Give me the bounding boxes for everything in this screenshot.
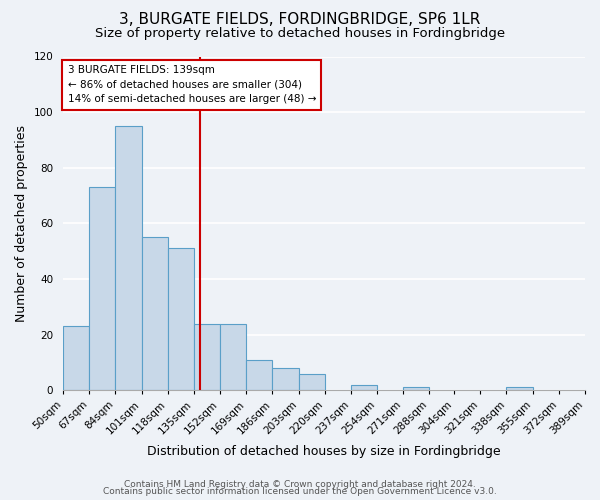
Bar — [272, 368, 299, 390]
Text: Contains public sector information licensed under the Open Government Licence v3: Contains public sector information licen… — [103, 487, 497, 496]
X-axis label: Distribution of detached houses by size in Fordingbridge: Distribution of detached houses by size … — [147, 444, 501, 458]
Text: Contains HM Land Registry data © Crown copyright and database right 2024.: Contains HM Land Registry data © Crown c… — [124, 480, 476, 489]
Bar — [142, 238, 168, 390]
Bar — [220, 324, 246, 390]
Bar — [168, 248, 194, 390]
Text: 3, BURGATE FIELDS, FORDINGBRIDGE, SP6 1LR: 3, BURGATE FIELDS, FORDINGBRIDGE, SP6 1L… — [119, 12, 481, 28]
Bar — [246, 360, 272, 390]
Bar — [115, 126, 142, 390]
Text: 3 BURGATE FIELDS: 139sqm
← 86% of detached houses are smaller (304)
14% of semi-: 3 BURGATE FIELDS: 139sqm ← 86% of detach… — [68, 65, 316, 104]
Bar — [63, 326, 89, 390]
Bar — [403, 388, 430, 390]
Bar — [194, 324, 220, 390]
Bar — [299, 374, 325, 390]
Y-axis label: Number of detached properties: Number of detached properties — [15, 125, 28, 322]
Bar — [351, 384, 377, 390]
Text: Size of property relative to detached houses in Fordingbridge: Size of property relative to detached ho… — [95, 28, 505, 40]
Bar — [506, 388, 533, 390]
Bar — [89, 187, 115, 390]
